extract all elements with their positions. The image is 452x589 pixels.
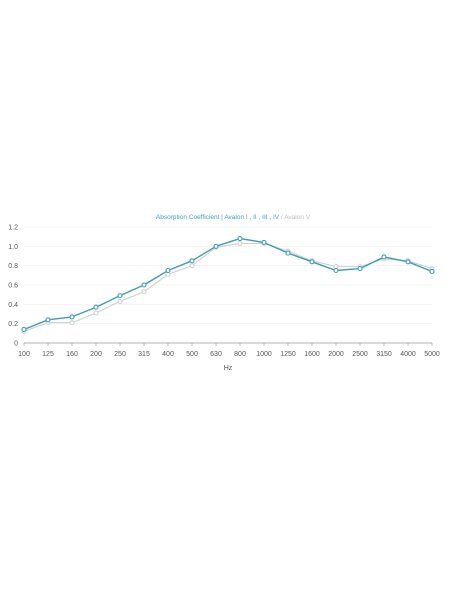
data-point	[285, 250, 291, 256]
x-tick-label: 1000	[256, 351, 272, 358]
data-point	[45, 317, 51, 323]
y-tick-label: 0.8	[8, 263, 18, 270]
data-point	[189, 263, 195, 269]
data-point	[189, 258, 195, 264]
data-point	[93, 304, 99, 310]
x-tick-label: 3150	[376, 351, 392, 358]
data-point	[93, 310, 99, 316]
y-tick-label: 0.4	[8, 302, 18, 309]
data-point	[213, 243, 219, 249]
series-group	[21, 236, 435, 334]
chart-title-separator: /	[279, 214, 284, 221]
x-tick-label: 250	[114, 351, 126, 358]
x-tick-label: 630	[210, 351, 222, 358]
data-point	[21, 326, 27, 333]
y-tick-label: 0.6	[8, 283, 18, 290]
data-point	[261, 239, 267, 246]
chart-title-secondary: Avalon V	[284, 214, 311, 221]
data-point	[309, 259, 315, 265]
data-point	[357, 266, 363, 272]
data-point	[69, 314, 75, 320]
grid-lines	[24, 226, 432, 344]
data-point	[381, 254, 387, 260]
chart-title: Absorption Coefficient | Avalon I , II ,…	[156, 214, 311, 221]
y-tick-label: 1.2	[8, 225, 18, 232]
data-point	[117, 293, 123, 299]
data-point	[141, 289, 147, 295]
series-line	[23, 242, 433, 332]
data-point	[141, 282, 147, 288]
x-tick-label: 2500	[352, 351, 368, 358]
data-point	[237, 240, 243, 246]
data-point	[165, 267, 171, 274]
x-tick-label: 100	[18, 351, 30, 358]
data-point	[69, 320, 75, 326]
y-axis-ticks: 0 0.2 0.4 0.6 0.8 1.0 1.2	[8, 225, 18, 348]
x-tick-label: 315	[138, 351, 150, 358]
x-tick-label: 800	[234, 351, 246, 358]
x-tick-label: 4000	[400, 351, 416, 358]
y-tick-label: 0.2	[8, 321, 18, 328]
data-point	[237, 236, 243, 242]
series-line	[23, 237, 433, 331]
x-tick-label: 1600	[304, 351, 320, 358]
x-tick-label: 125	[42, 351, 54, 358]
data-point	[117, 298, 123, 304]
data-point	[333, 267, 339, 274]
y-tick-label: 0	[14, 341, 18, 348]
x-tick-label: 200	[90, 351, 102, 358]
data-point	[429, 268, 435, 275]
y-tick-label: 1.0	[8, 244, 18, 251]
chart-title-primary: Absorption Coefficient | Avalon I , II ,…	[156, 214, 280, 221]
x-tick-label: 5000	[424, 351, 440, 358]
x-tick-label: 1250	[280, 351, 296, 358]
x-tick-label: 400	[162, 351, 174, 358]
data-point	[405, 259, 411, 265]
x-axis-ticks: 100 125 160 200 250 315 400 500 630 800 1000 1250 16…	[18, 343, 440, 358]
x-axis-label: Hz	[224, 365, 233, 372]
x-tick-label: 2000	[328, 351, 344, 358]
x-tick-label: 500	[186, 351, 198, 358]
x-tick-label: 160	[66, 351, 78, 358]
